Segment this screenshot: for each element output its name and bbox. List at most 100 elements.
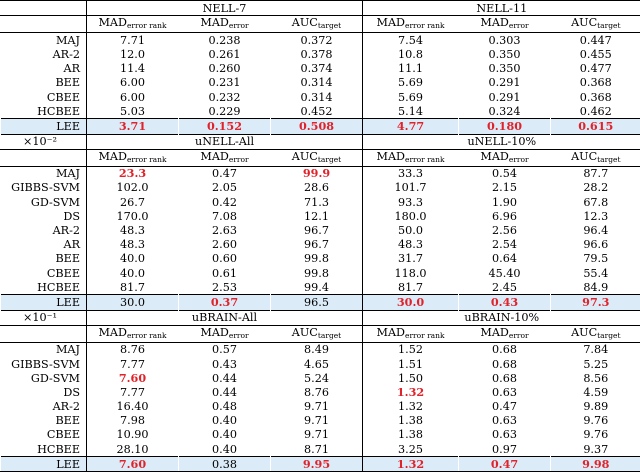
column-header-main: MAD (98, 326, 127, 339)
table-cell: 0.40 (179, 442, 271, 457)
method-label: HCBEE (1, 280, 87, 295)
table-cell: 31.7 (363, 252, 459, 266)
table-cell: 30.0 (363, 295, 459, 310)
table-cell: 0.60 (179, 252, 271, 266)
section-scale-label (1, 1, 87, 16)
table-cell: 40.0 (87, 252, 179, 266)
table-cell: 2.05 (179, 181, 271, 195)
column-header-main: AUC (571, 150, 597, 163)
table-cell: 1.32 (363, 385, 459, 399)
column-header-subscript: target (597, 331, 620, 340)
column-header-mad-error: MADerror (179, 149, 271, 166)
column-header-mad-error: MADerror (459, 16, 551, 33)
table-cell: 8.49 (271, 342, 363, 357)
method-label: LEE (1, 119, 87, 134)
column-header-subscript: error rank (405, 155, 445, 164)
column-header-main: MAD (480, 326, 509, 339)
table-cell: 55.4 (551, 266, 640, 280)
method-label: GIBBS-SVM (1, 357, 87, 371)
column-header-subscript: target (318, 155, 341, 164)
table-cell: 8.56 (551, 371, 640, 385)
column-header-mad-error-rank: MADerror rank (87, 325, 179, 342)
column-header-subscript: error rank (127, 21, 167, 30)
table-cell: 1.32 (363, 457, 459, 472)
table-cell: 0.38 (179, 457, 271, 472)
table-cell: 99.8 (271, 266, 363, 280)
method-label: DS (1, 385, 87, 399)
table-cell: 0.260 (179, 62, 271, 76)
table-cell: 10.90 (87, 428, 179, 442)
table-cell: 33.3 (363, 166, 459, 181)
table-cell: 0.54 (459, 166, 551, 181)
table-cell: 1.50 (363, 371, 459, 385)
table-cell: 9.76 (551, 428, 640, 442)
table-cell: 0.48 (179, 400, 271, 414)
method-label: GIBBS-SVM (1, 181, 87, 195)
column-header-subscript: error rank (127, 155, 167, 164)
table-cell: 10.8 (363, 47, 459, 61)
table-cell: 0.64 (459, 252, 551, 266)
column-header-subscript: target (318, 331, 341, 340)
table-cell: 0.368 (551, 76, 640, 90)
table-cell: 1.32 (363, 400, 459, 414)
table-cell: 0.238 (179, 33, 271, 48)
table-cell: 0.372 (271, 33, 363, 48)
method-label: CBEE (1, 428, 87, 442)
table-cell: 1.38 (363, 428, 459, 442)
table-cell: 0.291 (459, 76, 551, 90)
table-cell: 0.455 (551, 47, 640, 61)
column-header-subscript: target (597, 155, 620, 164)
method-label: DS (1, 209, 87, 223)
column-header-subscript: target (597, 21, 620, 30)
table-cell: 45.40 (459, 266, 551, 280)
table-cell: 0.68 (459, 357, 551, 371)
section-scale-label: ×10⁻² (1, 134, 87, 149)
table-cell: 0.97 (459, 442, 551, 457)
column-header-mad-error-rank: MADerror rank (87, 149, 179, 166)
table-cell: 67.8 (551, 195, 640, 209)
table-cell: 0.47 (459, 457, 551, 472)
table-cell: 8.76 (87, 342, 179, 357)
table-cell: 0.47 (179, 166, 271, 181)
table-cell: 9.98 (551, 457, 640, 472)
metric-header-spacer (1, 149, 87, 166)
method-label: MAJ (1, 342, 87, 357)
table-cell: 0.350 (459, 47, 551, 61)
table-cell: 96.7 (271, 238, 363, 252)
table-cell: 0.61 (179, 266, 271, 280)
table-cell: 2.45 (459, 280, 551, 295)
table-cell: 1.38 (363, 414, 459, 428)
table-cell: 7.77 (87, 385, 179, 399)
table-cell: 0.314 (271, 76, 363, 90)
table-cell: 96.7 (271, 223, 363, 237)
table-cell: 0.63 (459, 428, 551, 442)
table-cell: 0.324 (459, 104, 551, 119)
table-cell: 0.374 (271, 62, 363, 76)
table-cell: 5.24 (271, 371, 363, 385)
table-cell: 96.5 (271, 295, 363, 310)
table-cell: 9.71 (271, 428, 363, 442)
table-cell: 12.3 (551, 209, 640, 223)
table-cell: 2.53 (179, 280, 271, 295)
method-label: HCBEE (1, 442, 87, 457)
table-cell: 11.4 (87, 62, 179, 76)
method-label: AR-2 (1, 223, 87, 237)
table-cell: 118.0 (363, 266, 459, 280)
column-header-main: MAD (376, 150, 405, 163)
column-header-mad-error-rank: MADerror rank (363, 325, 459, 342)
